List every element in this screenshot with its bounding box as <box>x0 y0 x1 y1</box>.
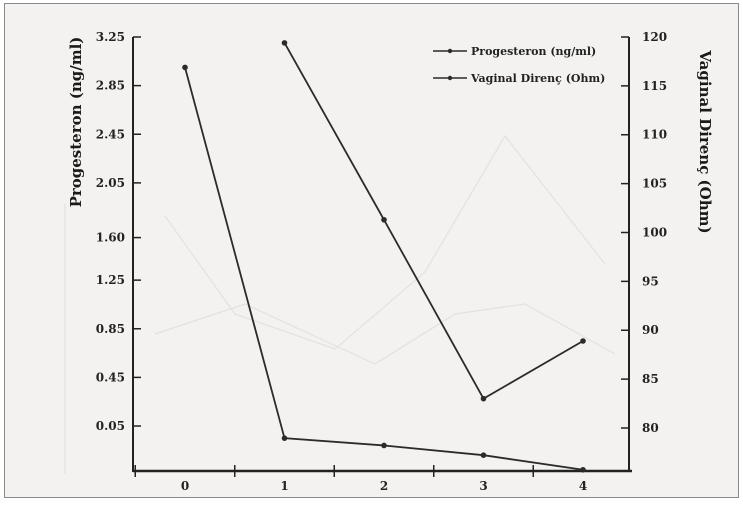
data-point-vaginal-direnc <box>281 40 288 46</box>
right-tick-label: 80 <box>642 421 659 435</box>
x-tick-label: 1 <box>280 479 288 493</box>
right-tick-label: 90 <box>642 323 659 337</box>
x-tick-label: 3 <box>479 479 487 493</box>
data-point-vaginal-direnc <box>381 216 387 223</box>
legend-point-vaginal <box>447 75 453 81</box>
data-point-vaginal-direnc <box>480 395 487 402</box>
chart-svg: 3.252.852.452.051.601.250.850.450.05 120… <box>64 30 714 493</box>
right-tick-label: 85 <box>642 372 659 386</box>
series-line-progesteron <box>184 67 584 471</box>
data-point-progesteron <box>480 452 487 458</box>
data-point-progesteron <box>381 442 387 449</box>
right-tick-label: 105 <box>642 177 667 191</box>
right-tick-label: 95 <box>642 274 659 288</box>
left-tick-label: 2.85 <box>96 79 125 93</box>
chart-frame: 3.25 2.85 2.45 2.05 1.60 1.25 0.85 0.45 0.05 120… <box>4 3 739 498</box>
x-tick-label: 4 <box>579 479 587 493</box>
series-line-vaginal-direnc <box>283 42 584 400</box>
right-axis-title: Vaginal Direnç (Ohm) <box>696 49 714 233</box>
left-axis-ticks: 3.25 2.85 2.45 2.05 1.60 1.25 0.85 0.45 0.05 <box>96 30 141 433</box>
data-point-vaginal-direnc <box>580 338 586 344</box>
left-tick-label: 0.05 <box>96 419 125 433</box>
x-tick-label: 2 <box>380 479 388 493</box>
series-layer <box>182 40 586 473</box>
left-tick-label: 1.25 <box>96 273 125 287</box>
left-tick-label: 0.45 <box>96 370 125 384</box>
legend-label-vaginal: Vaginal Direnç (Ohm) <box>470 72 605 85</box>
left-tick-label: 1.60 <box>96 231 125 245</box>
x-tick-label: 0 <box>181 479 189 493</box>
legend-label-progesteron: Progesteron (ng/ml) <box>471 45 596 58</box>
left-tick-label: 2.45 <box>96 127 125 141</box>
legend: Progesteron (ng/ml) Vaginal Direnç (Ohm) <box>433 45 605 85</box>
right-axis-ticks: 120 115 110 105 100 95 90 85 80 <box>621 30 667 435</box>
right-tick-label: 100 <box>642 225 667 239</box>
data-point-progesteron <box>182 64 188 71</box>
right-tick-label: 120 <box>642 30 667 44</box>
left-axis-title: Progesteron (ng/ml) <box>67 37 85 208</box>
background-ghost <box>64 134 616 474</box>
left-tick-label: 0.85 <box>96 322 125 336</box>
left-tick-label: 3.25 <box>96 30 125 44</box>
left-tick-label: 2.05 <box>96 176 125 190</box>
x-axis-ticks: 0 1 2 3 4 <box>134 465 587 493</box>
right-tick-label: 110 <box>642 128 667 142</box>
legend-point-progesteron <box>447 48 453 54</box>
data-point-progesteron <box>281 435 288 441</box>
data-point-progesteron <box>580 466 586 473</box>
right-tick-label: 115 <box>642 79 667 93</box>
